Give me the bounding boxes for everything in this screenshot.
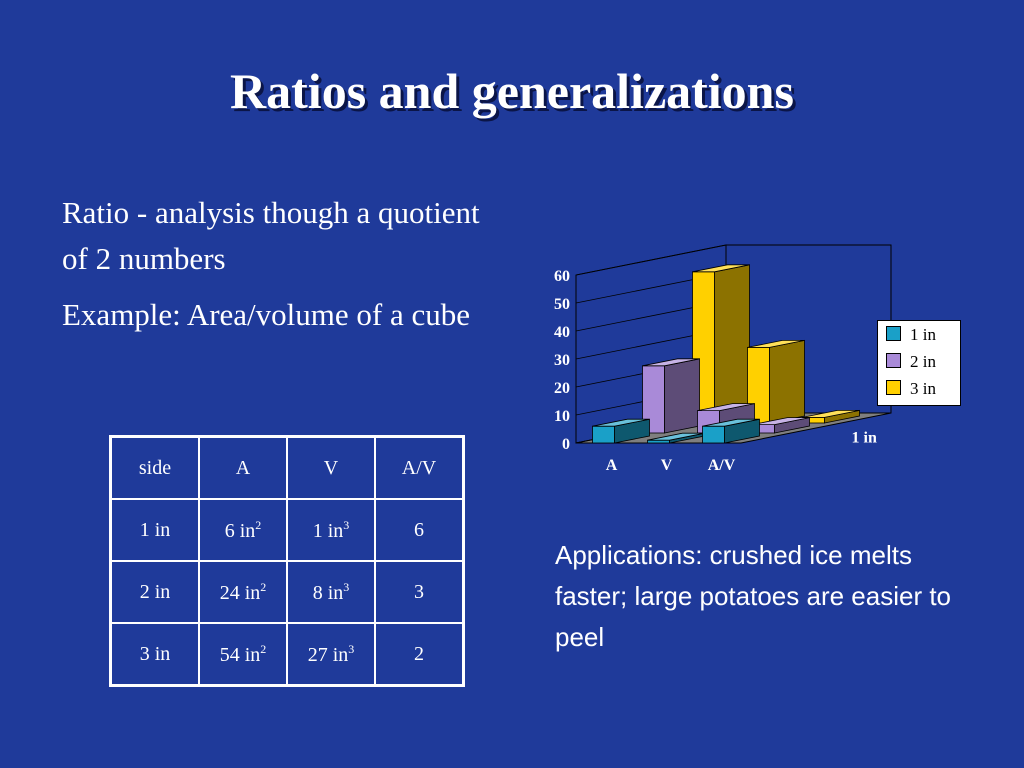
- y-tick-label: 0: [562, 436, 570, 453]
- bar-top: [592, 418, 650, 427]
- y-tick-label: 30: [554, 352, 570, 369]
- bar-top: [802, 409, 860, 418]
- bar-top: [747, 340, 805, 348]
- data-table: side A V A/V 1 in 6 in2 1 in3 6 2 in 24 …: [109, 435, 465, 687]
- legend-item: 3 in: [878, 375, 960, 402]
- table-cell: 6: [374, 498, 465, 562]
- legend-swatch: [886, 353, 901, 368]
- bar-front: [647, 439, 670, 444]
- bullet-list: Ratio - analysis though a quotient of 2 …: [62, 190, 492, 338]
- bar-top: [752, 417, 810, 426]
- table-cell: 1 in: [109, 498, 200, 562]
- bar-front: [702, 425, 725, 444]
- legend-item: 2 in: [878, 348, 960, 375]
- table-cell: 8 in3: [286, 560, 376, 624]
- bar-side: [664, 358, 700, 434]
- bullet-ratio-definition: Ratio - analysis though a quotient of 2 …: [62, 195, 480, 276]
- table-header-cell: A: [198, 435, 288, 500]
- legend-label: 2 in: [910, 352, 936, 371]
- table-cell: 2 in: [109, 560, 200, 624]
- applications-text: Applications: crushed ice melts faster; …: [555, 540, 952, 652]
- table-cell: 54 in2: [198, 622, 288, 687]
- table-header-cell: V: [286, 435, 376, 500]
- table-row: 3 in 54 in2 27 in3 2: [109, 622, 465, 687]
- bar-front: [592, 425, 615, 444]
- table-row: 1 in 6 in2 1 in3 6: [109, 498, 465, 562]
- y-tick-label: 20: [554, 380, 570, 397]
- bar-top: [702, 418, 760, 427]
- table-cell: 1 in3: [286, 498, 376, 562]
- legend-item: 1 in: [878, 321, 960, 348]
- table-row: 2 in 24 in2 8 in3 3: [109, 560, 465, 624]
- bar-side: [769, 339, 805, 424]
- table-cell: 2: [374, 622, 465, 687]
- table-cell: 3 in: [109, 622, 200, 687]
- table-header-cell: A/V: [374, 435, 465, 500]
- table-header-row: side A V A/V: [109, 435, 465, 500]
- bar-top: [692, 264, 750, 273]
- y-tick-label: 60: [554, 268, 570, 285]
- y-tick-label: 10: [554, 408, 570, 425]
- legend-label: 3 in: [910, 379, 936, 398]
- x-tick-label: A/V: [708, 457, 736, 474]
- table-cell: 27 in3: [286, 622, 376, 687]
- y-tick-label: 50: [554, 296, 570, 313]
- table-cell: 6 in2: [198, 498, 288, 562]
- bar-side: [714, 264, 750, 424]
- bar-top: [642, 358, 700, 367]
- bar-chart-3d: 0 10 20 30 40 50 60 A V A/V 1 in: [554, 244, 892, 474]
- chart-legend: 1 in 2 in 3 in: [877, 320, 961, 406]
- depth-axis-label: 1 in: [852, 430, 877, 447]
- legend-label: 1 in: [910, 325, 936, 344]
- y-gridline: [575, 244, 727, 276]
- bullet-example: Example: Area/volume of a cube: [62, 297, 471, 332]
- table-cell: 3: [374, 560, 465, 624]
- x-tick-label: V: [661, 457, 673, 474]
- table-cell: 24 in2: [198, 560, 288, 624]
- slide-title: Ratios and generalizations: [230, 63, 794, 119]
- bar-top: [697, 403, 755, 412]
- y-tick-label: 40: [554, 324, 570, 341]
- legend-swatch: [886, 380, 901, 395]
- x-tick-label: A: [606, 457, 618, 474]
- table-header-cell: side: [109, 435, 200, 500]
- legend-swatch: [886, 326, 901, 341]
